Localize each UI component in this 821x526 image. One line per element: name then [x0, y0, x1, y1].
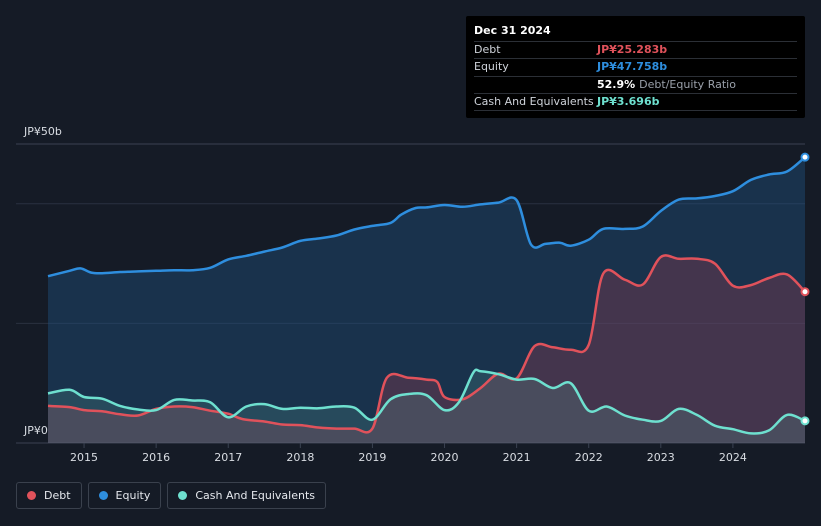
x-tick-label: 2017: [214, 451, 242, 464]
tooltip-debt-label: Debt: [474, 42, 501, 56]
tooltip-date: Dec 31 2024: [474, 24, 551, 37]
cash-and-equivalents-line: [47, 368, 806, 435]
end-markers: [800, 152, 810, 426]
equity-end-marker: [800, 152, 810, 162]
legend-label-cash: Cash And Equivalents: [195, 489, 315, 502]
series-areas: [48, 157, 805, 443]
x-tick-label: 2015: [70, 451, 98, 464]
gridlines: [16, 143, 805, 444]
tooltip-debt-value: JP¥25.283b: [597, 42, 668, 56]
x-tick-label: 2021: [503, 451, 531, 464]
tooltip-row-debt: Debt JP¥25.283b: [474, 40, 797, 58]
tooltip-cash-value: JP¥3.696b: [597, 95, 660, 108]
debt-line: [47, 254, 806, 434]
y-tick-label: JP¥50b: [23, 125, 62, 138]
tooltip-equity-label: Equity: [474, 60, 509, 73]
x-tick-label: 2018: [286, 451, 314, 464]
debt-end-marker: [800, 287, 810, 297]
legend-item-debt[interactable]: Debt: [16, 482, 82, 509]
tooltip-equity-value: JP¥47.758b: [597, 60, 668, 73]
x-tick-label: 2016: [142, 451, 170, 464]
legend-dot-equity: [98, 491, 108, 500]
cash-and-equivalents-end-marker: [800, 416, 810, 426]
tooltip-ratio-label: Debt/Equity Ratio: [639, 77, 736, 91]
equity-line: [47, 156, 806, 278]
x-axis-ticks: 2015 2016 2017 2018 2019 2020 2021 2022 2023 2024: [70, 443, 747, 464]
x-tick-label: 2024: [719, 451, 747, 464]
data-tooltip: Dec 31 2024 Debt JP¥25.283b Equity JP¥47…: [466, 16, 805, 118]
x-tick-label: 2023: [647, 451, 675, 464]
legend-label-equity: Equity: [115, 489, 151, 502]
cash-and-equivalents-area: [48, 369, 805, 443]
y-axis-ticks: JP¥0 JP¥50b: [23, 125, 62, 437]
y-tick-label: JP¥0: [23, 424, 48, 437]
tooltip-ratio-spacer: [474, 77, 597, 93]
tooltip-row-equity: Equity JP¥47.758b: [474, 58, 797, 75]
x-tick-label: 2022: [575, 451, 603, 464]
legend-dot-debt: [27, 491, 36, 500]
legend-item-cash[interactable]: Cash And Equivalents: [167, 482, 326, 509]
legend-dot-cash: [178, 491, 188, 500]
tooltip-cash-label: Cash And Equivalents: [474, 95, 594, 108]
tooltip-row-cash: Cash And Equivalents JP¥3.696b: [474, 93, 797, 111]
tooltip-row-ratio: 52.9% Debt/Equity Ratio: [474, 75, 797, 93]
chart-legend: Debt Equity Cash And Equivalents: [16, 482, 326, 509]
legend-item-equity[interactable]: Equity: [87, 482, 162, 509]
tooltip-ratio-value: 52.9%: [597, 77, 636, 91]
x-tick-label: 2019: [358, 451, 386, 464]
legend-label-debt: Debt: [44, 489, 71, 502]
x-tick-label: 2020: [431, 451, 459, 464]
debt-area: [48, 255, 805, 443]
series-lines: [47, 156, 806, 435]
